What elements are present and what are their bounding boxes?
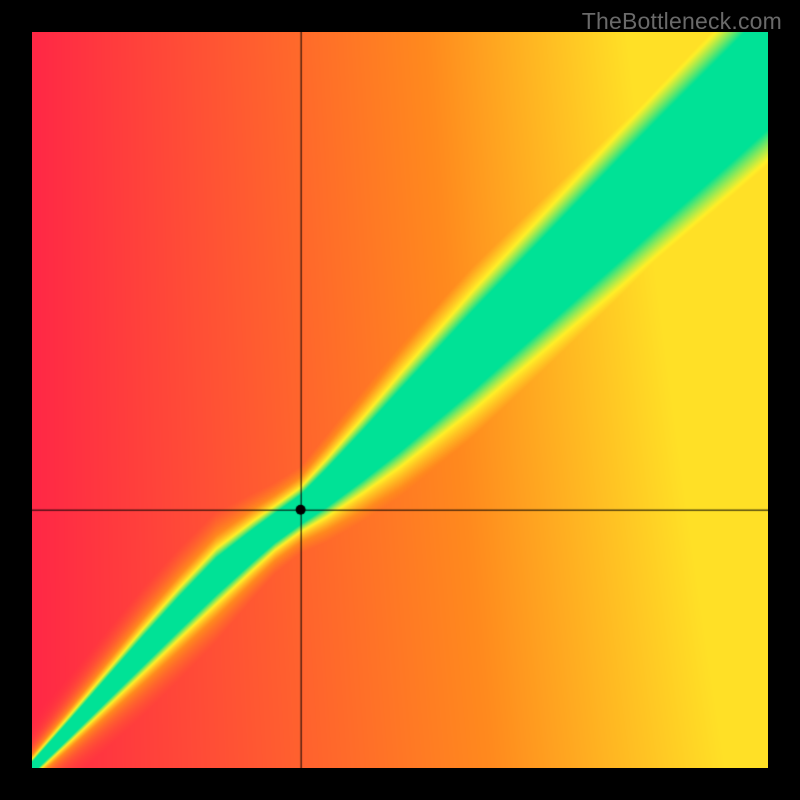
watermark-text: TheBottleneck.com	[582, 8, 782, 35]
heatmap-plot	[32, 32, 768, 768]
heatmap-canvas	[32, 32, 768, 768]
